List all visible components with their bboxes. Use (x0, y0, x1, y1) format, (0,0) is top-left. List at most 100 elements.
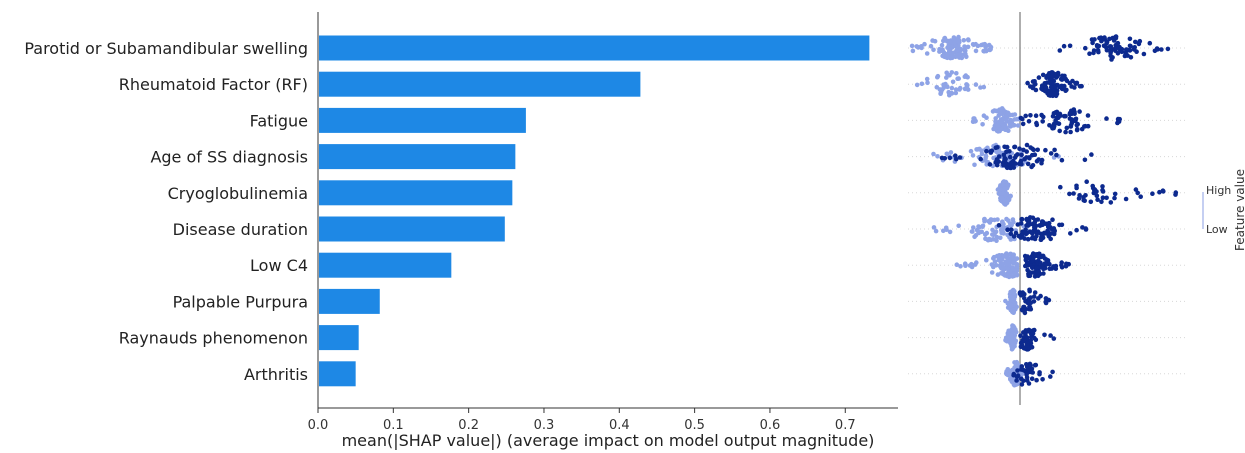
swarm-point (1055, 111, 1061, 116)
bar (319, 288, 380, 314)
swarm-point (1004, 254, 1010, 260)
swarm-point (928, 43, 934, 49)
swarm-point (1019, 162, 1024, 167)
swarm-point (970, 42, 976, 47)
feature-value-legend: High Low Feature value (1202, 169, 1245, 251)
swarm-point (1020, 339, 1026, 344)
swarm-point (1113, 35, 1119, 41)
swarm-point (1133, 39, 1138, 45)
swarm-point (1024, 142, 1030, 148)
bar (319, 35, 870, 61)
swarm-point (1024, 155, 1029, 160)
swarm-point (949, 90, 954, 96)
swarm-point (1023, 113, 1028, 119)
swarm-point (997, 187, 1002, 193)
swarm-point (1003, 202, 1008, 207)
swarm-point (1115, 41, 1120, 46)
swarm-point (934, 85, 940, 90)
swarm-point (995, 145, 1000, 150)
swarm-point (1014, 382, 1019, 387)
swarm-point (985, 237, 990, 242)
swarm-point (1028, 113, 1033, 118)
swarm-point (945, 84, 950, 90)
swarm-point (1064, 125, 1070, 131)
swarm-point (1058, 184, 1063, 190)
swarm-point (1023, 328, 1029, 333)
swarm-point (1074, 122, 1080, 128)
swarm-point (1104, 195, 1109, 201)
swarm-point (952, 39, 958, 44)
x-tick-label: 0.7 (835, 418, 856, 433)
swarm-point (1109, 57, 1114, 62)
swarm-point (1034, 377, 1039, 383)
swarm-point (1074, 185, 1079, 191)
feature-label: Disease duration (173, 220, 308, 239)
swarm-point (1040, 72, 1046, 78)
swarm-point (1005, 182, 1010, 188)
swarm-point (965, 37, 971, 42)
bar (319, 107, 526, 133)
swarm-point (909, 43, 915, 49)
swarm-point (1030, 235, 1036, 240)
swarm-point (994, 263, 999, 268)
swarm-point (1099, 199, 1104, 205)
swarm-point (1018, 376, 1024, 382)
feature-label: Arthritis (244, 365, 308, 384)
swarm-point (1030, 215, 1036, 221)
swarm-point (1003, 371, 1009, 376)
swarm-point (950, 79, 956, 85)
swarm-point (980, 223, 986, 229)
swarm-point (1029, 369, 1034, 375)
swarm-point (981, 48, 986, 54)
swarm-point (1026, 300, 1032, 306)
swarm-point (995, 272, 1001, 277)
swarm-point (1028, 363, 1033, 369)
swarm-point (1048, 236, 1053, 242)
swarm-point (1090, 40, 1095, 46)
swarm-point (1011, 372, 1016, 378)
swarm-point (987, 42, 992, 48)
swarm-point (1027, 304, 1032, 310)
swarm-point (954, 48, 959, 53)
swarm-point (1072, 85, 1077, 90)
swarm-point (1054, 152, 1059, 158)
swarm-point (979, 42, 984, 48)
swarm-point (1004, 149, 1009, 155)
swarm-point (1033, 362, 1039, 368)
swarm-point (1042, 88, 1048, 94)
swarm-point (1000, 219, 1005, 225)
swarm-point (1069, 121, 1075, 126)
swarm-point (952, 43, 958, 49)
swarm-point (1045, 80, 1050, 85)
swarm-point (1051, 226, 1057, 231)
x-tick-label: 0.4 (609, 418, 630, 433)
swarm-point (1036, 157, 1041, 162)
swarm-point (1115, 120, 1120, 126)
swarm-point (1021, 147, 1026, 153)
swarm-point (1030, 270, 1036, 275)
swarm-point (1138, 194, 1143, 199)
swarm-point (1014, 374, 1020, 380)
swarm-point (1046, 92, 1052, 98)
swarm-point (1051, 336, 1057, 341)
swarm-point (963, 51, 968, 57)
swarm-point (938, 91, 943, 96)
swarm-point (1032, 152, 1038, 157)
swarm-point (1001, 265, 1006, 271)
swarm-point (969, 261, 974, 267)
swarm-point (1017, 146, 1022, 151)
swarm-point (1026, 381, 1032, 386)
swarm-point (1026, 218, 1032, 224)
bar (319, 252, 452, 278)
swarm-point (1001, 162, 1006, 168)
swarm-point (996, 191, 1002, 196)
swarm-point (1009, 160, 1014, 165)
swarm-point (1108, 50, 1113, 55)
swarm-point (1031, 147, 1036, 153)
swarm-point (972, 162, 977, 168)
swarm-point (1060, 75, 1066, 81)
x-tick-label: 0.2 (458, 418, 479, 433)
swarm-point (1002, 197, 1007, 203)
feature-label: Parotid or Subamandibular swelling (24, 39, 308, 58)
